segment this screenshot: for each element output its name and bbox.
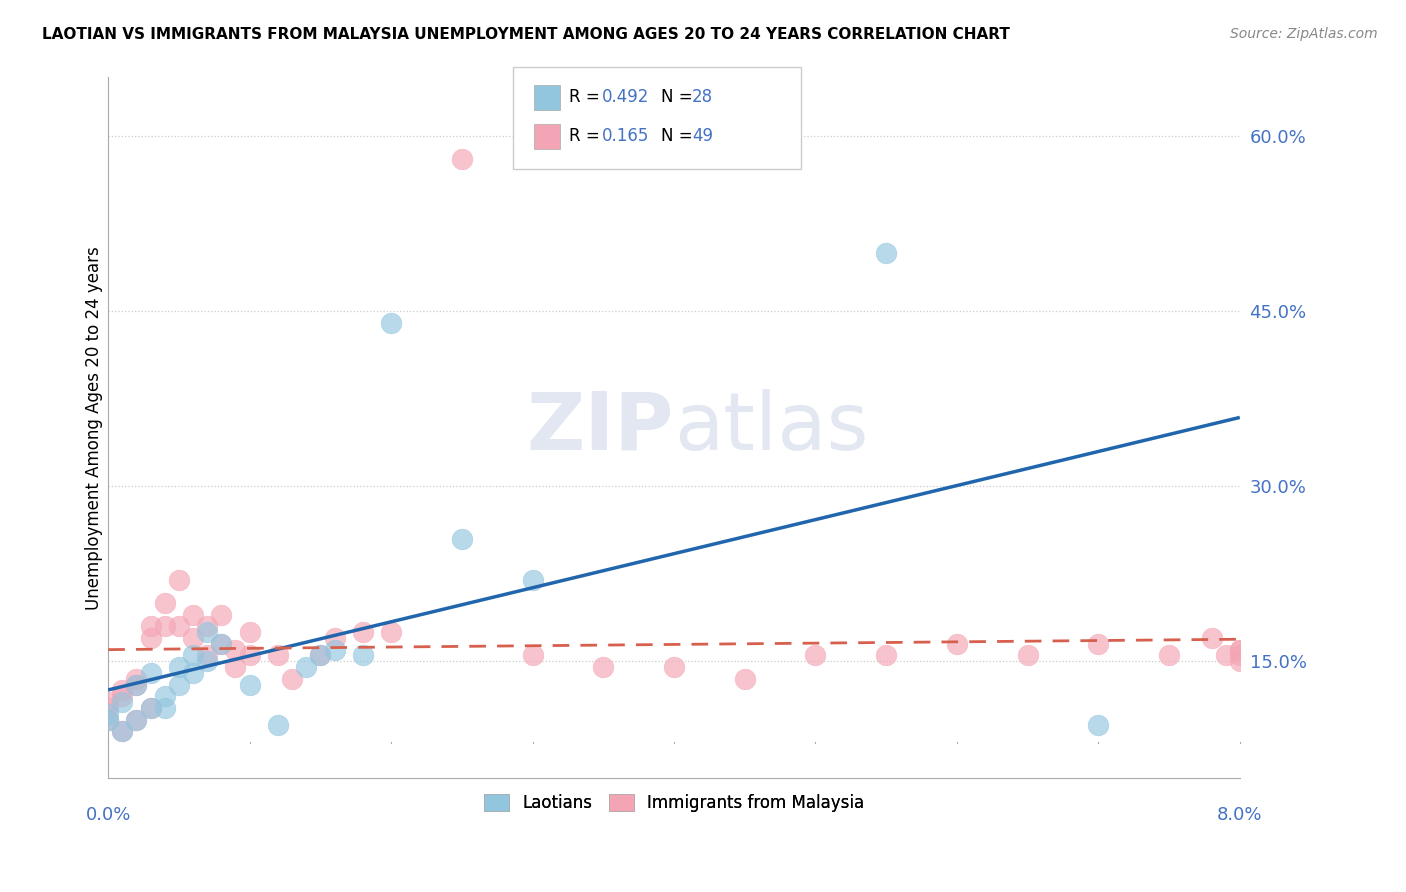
Point [734,672,756,686]
Point [167,660,190,674]
Point [195,625,218,640]
Point [181,648,204,663]
Text: Source: ZipAtlas.com: Source: ZipAtlas.com [1230,27,1378,41]
Point [167,573,190,587]
Point [224,642,246,657]
Point [1229,642,1251,657]
Point [946,637,969,651]
Point [1229,654,1251,668]
Point [239,625,262,640]
Point [380,316,402,330]
Point [522,573,544,587]
Point [153,596,176,610]
Point [125,677,148,691]
Point [139,619,162,633]
Point [97,713,120,727]
Text: R =: R = [569,88,606,106]
Point [239,677,262,691]
Point [267,718,290,732]
Point [125,713,148,727]
Point [1087,637,1109,651]
Point [804,648,827,663]
Point [111,683,134,698]
Point [111,690,134,704]
Point [111,724,134,739]
Point [181,607,204,622]
Text: 0.0%: 0.0% [86,806,131,824]
Point [450,152,472,166]
Point [209,637,232,651]
Point [1201,631,1223,645]
Point [125,677,148,691]
Text: 49: 49 [692,128,713,145]
Point [139,701,162,715]
Text: 0.165: 0.165 [602,128,650,145]
Text: atlas: atlas [673,389,869,467]
Legend: Laotians, Immigrants from Malaysia: Laotians, Immigrants from Malaysia [477,788,870,819]
Point [209,607,232,622]
Point [1017,648,1039,663]
Point [195,654,218,668]
Y-axis label: Unemployment Among Ages 20 to 24 years: Unemployment Among Ages 20 to 24 years [86,246,103,609]
Point [97,713,120,727]
Point [592,660,614,674]
Text: 8.0%: 8.0% [1218,806,1263,824]
Point [239,648,262,663]
Point [662,660,685,674]
Point [281,672,304,686]
Point [380,625,402,640]
Point [875,245,897,260]
Text: 0.492: 0.492 [602,88,650,106]
Point [195,648,218,663]
Text: ZIP: ZIP [527,389,673,467]
Point [167,677,190,691]
Point [323,631,346,645]
Point [139,665,162,680]
Text: LAOTIAN VS IMMIGRANTS FROM MALAYSIA UNEMPLOYMENT AMONG AGES 20 TO 24 YEARS CORRE: LAOTIAN VS IMMIGRANTS FROM MALAYSIA UNEM… [42,27,1010,42]
Point [1087,718,1109,732]
Point [181,631,204,645]
Point [139,631,162,645]
Point [1229,642,1251,657]
Point [450,532,472,546]
Point [125,713,148,727]
Point [125,672,148,686]
Point [352,648,374,663]
Point [309,648,332,663]
Point [209,637,232,651]
Point [522,648,544,663]
Point [97,701,120,715]
Point [167,619,190,633]
Point [295,660,318,674]
Point [224,660,246,674]
Point [181,665,204,680]
Point [267,648,290,663]
Point [195,619,218,633]
Point [352,625,374,640]
Point [97,706,120,721]
Point [1229,648,1251,663]
Text: N =: N = [661,88,697,106]
Text: N =: N = [661,128,697,145]
Point [875,648,897,663]
Point [139,701,162,715]
Point [309,648,332,663]
Point [153,619,176,633]
Point [111,695,134,709]
Point [111,724,134,739]
Point [153,690,176,704]
Point [1215,648,1237,663]
Point [323,642,346,657]
Point [153,701,176,715]
Point [1157,648,1180,663]
Point [97,695,120,709]
Text: 28: 28 [692,88,713,106]
Text: R =: R = [569,128,606,145]
